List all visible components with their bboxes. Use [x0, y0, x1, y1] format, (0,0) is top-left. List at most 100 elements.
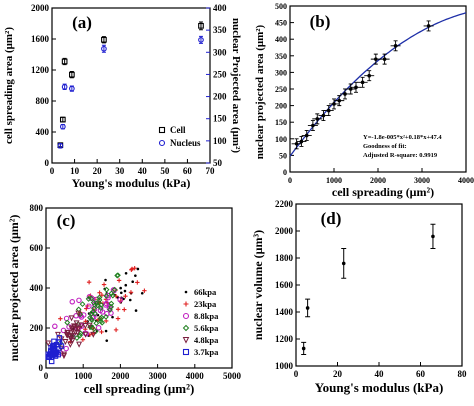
series-3.7kpa [45, 335, 65, 365]
data-point [341, 261, 346, 266]
data-point [92, 310, 98, 317]
x-tick-label: 20 [93, 166, 103, 176]
legend-marker [158, 139, 166, 147]
y-tick-label: 400 [30, 283, 44, 293]
x-tick-label: 4000 [458, 176, 474, 185]
data-point [82, 323, 89, 330]
data-point [82, 331, 89, 338]
x-tick-label: 2000 [370, 176, 386, 185]
legend-marker [158, 126, 166, 134]
panel-label: (a) [72, 13, 92, 32]
legend-marker [182, 324, 190, 332]
data-point [73, 320, 80, 327]
x-tick-label: 1000 [326, 176, 342, 185]
y-tick-label: 200 [275, 102, 287, 111]
plot-frame [51, 7, 211, 164]
data-point [71, 324, 78, 331]
y-tick-label: 0 [283, 168, 287, 177]
data-point [108, 303, 115, 310]
data-point [86, 322, 93, 329]
data-point [93, 320, 100, 327]
x-tick-label: 0 [294, 369, 299, 379]
y-right-tick-label: 100 [213, 136, 227, 146]
data-point [111, 286, 118, 293]
data-point [115, 316, 121, 321]
data-point [75, 306, 82, 313]
x-tick-label: 1000 [74, 371, 93, 381]
data-point [119, 286, 122, 290]
data-point [91, 305, 97, 312]
data-point [86, 303, 92, 309]
data-point [132, 266, 137, 271]
series-5.6kpa [57, 272, 121, 346]
data-point [77, 332, 83, 339]
data-point [52, 323, 58, 330]
data-point [140, 291, 144, 295]
y-tick-label: 400 [36, 127, 50, 137]
x-axis-label: cell spreading (μm²) [332, 185, 434, 199]
data-point [48, 358, 55, 365]
legend-box [178, 284, 230, 358]
data-point [68, 315, 75, 322]
data-point [122, 307, 127, 312]
legend-label: Cell [170, 125, 186, 135]
data-point [57, 142, 64, 149]
y-axis-label: nuclear projected area (μm²) [254, 24, 266, 159]
data-point [367, 73, 372, 78]
y-right-axis-label: nuclear Projected area (μm²) [230, 18, 242, 153]
x-tick-label: 80 [458, 369, 468, 379]
data-point [113, 327, 119, 333]
data-point [85, 296, 92, 302]
x-tick-label: 5000 [223, 371, 242, 381]
data-point [67, 333, 74, 340]
fit-annotation: Y=-1.8e-005*x²+0.18*x+47.4 [363, 134, 442, 141]
data-point [198, 37, 204, 43]
data-point [124, 271, 128, 275]
data-point [59, 123, 66, 130]
data-point [61, 351, 68, 358]
y-tick-label: 300 [275, 68, 287, 77]
data-point [78, 322, 85, 329]
data-point [54, 331, 61, 338]
x-tick-label: 0 [44, 371, 49, 381]
data-point [117, 296, 123, 303]
data-point [95, 325, 102, 331]
y-tick-label: 450 [275, 19, 287, 28]
y-tick-label: 1800 [275, 253, 294, 263]
x-tick-label: 70 [206, 166, 216, 176]
y-axis-label: nuclear projected area (μm²) [7, 215, 21, 362]
panel-d: 0 20 40 60 80 1000 1200 1400 1600 1800 2000 2200 (d)… [251, 199, 467, 395]
data-point [142, 288, 147, 293]
panel-b: 0 1000 2000 3000 4000 0 50 100 150 200 250 300 350 40… [254, 2, 474, 199]
data-point [98, 314, 105, 321]
y-right-tick-label: 300 [213, 47, 227, 57]
x-tick-label: 0 [288, 176, 292, 185]
data-point [348, 87, 353, 91]
data-point [76, 297, 82, 304]
data-point [60, 353, 67, 360]
data-point [97, 307, 104, 314]
data-point [69, 71, 75, 78]
y-tick-label: 1600 [275, 280, 294, 290]
data-point [360, 80, 365, 85]
legend-label: 66kpa [194, 287, 217, 297]
panel-label: (b) [310, 12, 331, 31]
y-tick-label: 150 [275, 118, 287, 127]
data-point [136, 267, 140, 271]
data-point [64, 329, 71, 336]
data-point [382, 57, 387, 61]
data-point [110, 287, 117, 293]
data-point [90, 331, 97, 338]
data-point [426, 24, 431, 28]
data-point [97, 305, 104, 311]
data-point [393, 44, 398, 48]
fit-annotation: Goodness of fit: [363, 143, 407, 150]
data-point [128, 290, 134, 295]
y-right-tick-label: 250 [213, 69, 227, 79]
legend-label: 4.8kpa [194, 335, 219, 345]
panel-label: (d) [321, 209, 342, 228]
y-tick-label: 50 [279, 151, 287, 160]
data-point [99, 292, 105, 298]
y-right-tick-label: 350 [213, 25, 227, 35]
legend-marker [183, 301, 189, 307]
